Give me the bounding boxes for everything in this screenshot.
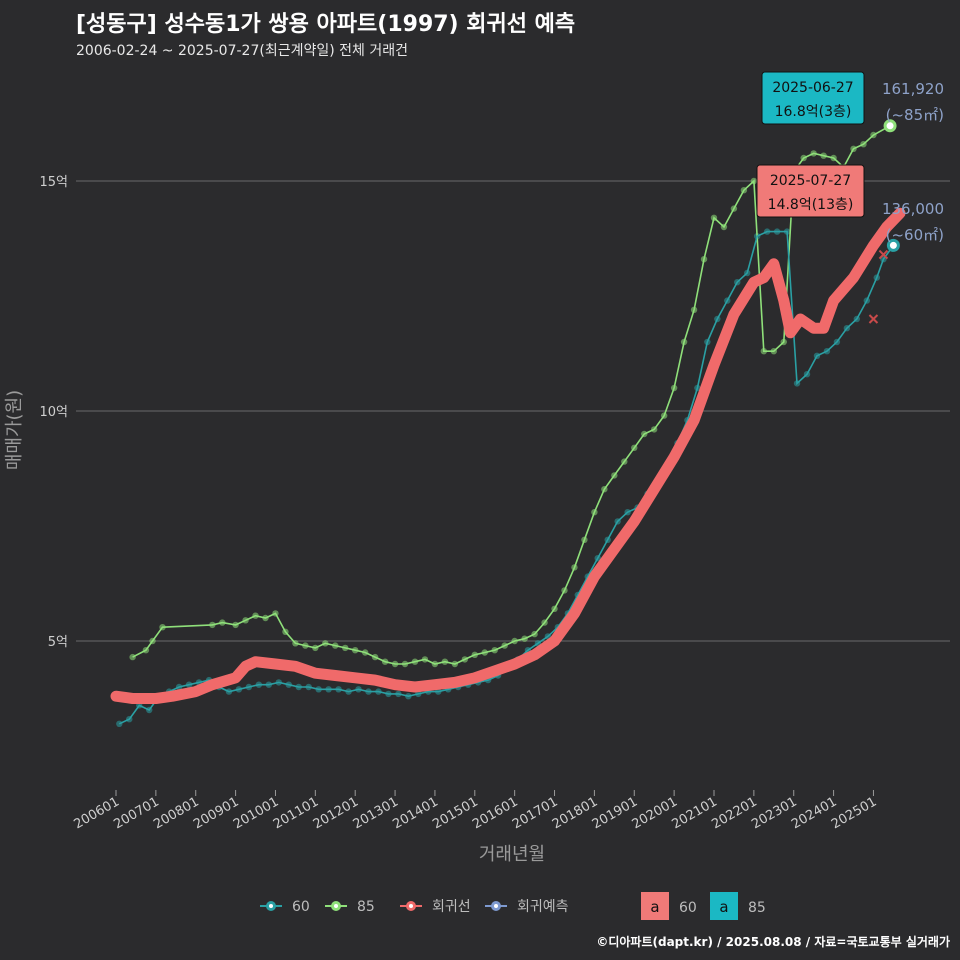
x-axis-label: 거래년월	[479, 844, 545, 865]
grid-lines	[76, 180, 950, 642]
x-tick-label: 201901	[590, 794, 640, 832]
legend-key-label: 85	[748, 900, 766, 916]
legend-dot	[269, 904, 273, 908]
y-tick-label: 15억	[39, 175, 68, 190]
x-tick-label: 201201	[311, 794, 361, 832]
regression-line	[110, 207, 906, 704]
x-tick-label: 202501	[829, 794, 879, 832]
y-tick-label: 10억	[39, 405, 68, 420]
legend-key-box	[641, 892, 669, 920]
x-tick-label: 202301	[749, 794, 799, 832]
x-tick-label: 201401	[390, 794, 440, 832]
x-tick-label: 202401	[789, 794, 839, 832]
x-tick-label: 201301	[351, 794, 401, 832]
y-tick-label: 5억	[48, 635, 68, 650]
legend-key-glyph: a	[719, 898, 728, 916]
chart-title: [성동구] 성수동1가 쌍용 아파트(1997) 회귀선 예측	[76, 12, 576, 37]
x-tick-label: 200801	[151, 794, 201, 832]
end-label-value: 161,920	[882, 80, 944, 98]
legend-label: 60	[292, 899, 310, 915]
end-label-unit: (~85㎡)	[886, 106, 944, 124]
axes: 5억10억15억20060120070120080120090120100120…	[39, 175, 879, 832]
legend-dot	[494, 904, 498, 908]
forecast-marker	[878, 249, 889, 260]
line-85	[132, 125, 891, 665]
x-tick-label: 201501	[430, 794, 480, 832]
x-tick-label: 202101	[670, 794, 720, 832]
legend-dot	[409, 904, 413, 908]
x-tick-label: 200601	[72, 794, 122, 832]
end-point-85	[883, 119, 897, 133]
x-tick-label: 200901	[191, 794, 241, 832]
end-point-60	[886, 238, 900, 252]
legend-key-box	[710, 892, 738, 920]
x-tick-label: 202201	[709, 794, 759, 832]
x-tick-label: 202001	[630, 794, 680, 832]
legend-key-glyph: a	[650, 898, 659, 916]
end-label-value: 136,000	[882, 200, 944, 218]
legend-dot	[334, 904, 338, 908]
x-tick-label: 201701	[510, 794, 560, 832]
legend-label: 회귀선	[432, 899, 471, 915]
end-label-unit: (~60㎡)	[886, 226, 944, 244]
x-tick-label: 201001	[231, 794, 281, 832]
annotation-box	[761, 71, 865, 125]
annotations: 2025-06-27 16.8억(3층) 2025-07-27 14.8억(13층) 1…	[756, 71, 944, 252]
legend-key-label: 60	[679, 900, 697, 916]
x-tick-label: 200701	[111, 794, 161, 832]
line-60	[118, 230, 895, 725]
annotation-date: 2025-06-27	[772, 80, 853, 96]
annotation-price: 16.8억(3층)	[775, 104, 852, 120]
annotation-box	[756, 164, 865, 218]
chart-subtitle: 2006-02-24 ~ 2025-07-27(최근계약일) 전체 거래건	[76, 43, 408, 59]
series-lines	[110, 125, 906, 725]
x-tick-label: 201801	[550, 794, 600, 832]
legend: 60 85 회귀선 회귀예측 a 60 a 85	[260, 892, 766, 920]
forecast-marker	[868, 314, 879, 324]
annotation-price: 14.8억(13층)	[768, 197, 854, 213]
source-credit: ©디아파트(dapt.kr) / 2025.08.08 / 자료=국토교통부 실…	[596, 935, 950, 949]
annotation-date: 2025-07-27	[770, 173, 851, 189]
legend-label: 85	[357, 899, 375, 915]
y-axis-label: 매매가(원)	[4, 390, 25, 470]
x-tick-label: 201101	[271, 794, 321, 832]
x-tick-label: 201601	[470, 794, 520, 832]
legend-label: 회귀예측	[517, 899, 569, 915]
